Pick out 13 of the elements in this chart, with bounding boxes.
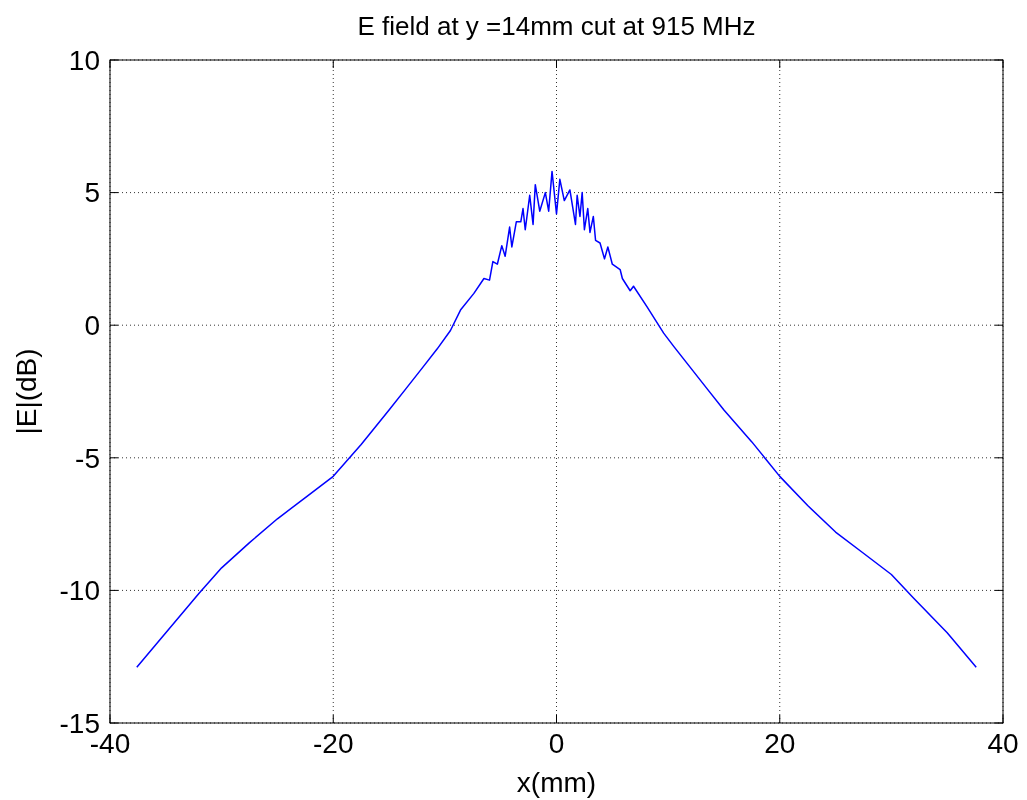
y-tick-label: 5 [84,177,100,209]
x-tick-label: 20 [764,728,796,759]
y-tick-label: 10 [68,44,100,76]
x-tick-label: 0 [548,728,565,759]
y-tick-label: -10 [59,575,100,607]
y-tick-label: -5 [75,442,100,474]
x-axis-title: x(mm) [516,767,597,798]
y-axis-title: |E|(dB) [11,348,42,435]
line-series [136,170,977,669]
y-tick-label: 0 [84,310,100,341]
x-tick-label: -20 [313,728,354,759]
chart-title: E field at y =14mm cut at 915 MHz [357,11,756,41]
x-tick-label: 40 [987,728,1019,759]
